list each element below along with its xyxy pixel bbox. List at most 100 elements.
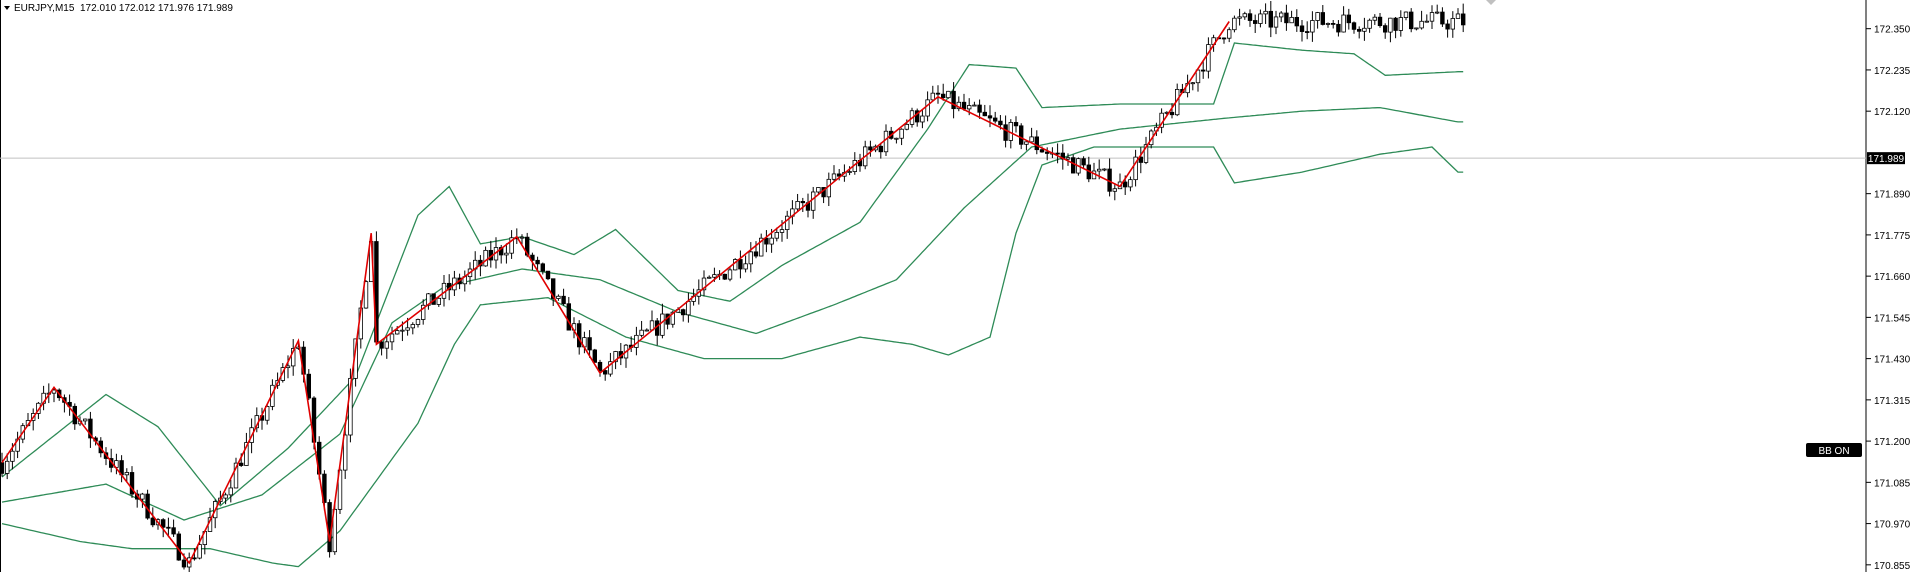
candle xyxy=(145,489,150,520)
candle xyxy=(1263,3,1268,25)
candle xyxy=(1242,11,1247,20)
current-price-label: 171.989 xyxy=(1868,154,1905,165)
candle xyxy=(1221,37,1227,44)
current-price-tag: 171.989 xyxy=(1867,152,1905,165)
price-tick-label: 171.660 xyxy=(1874,272,1911,283)
zigzag-indicator xyxy=(1,21,1230,565)
candle xyxy=(124,468,129,483)
price-tick-label: 171.430 xyxy=(1874,355,1911,366)
candle xyxy=(701,270,707,297)
candle xyxy=(1450,11,1455,38)
bb-middle-line xyxy=(1,106,1464,521)
candle xyxy=(1305,21,1310,40)
candle xyxy=(587,330,592,358)
candle xyxy=(1403,11,1409,21)
candle xyxy=(993,111,998,124)
candle xyxy=(384,336,389,359)
dropdown-arrow-icon[interactable] xyxy=(4,6,10,10)
candle xyxy=(1419,10,1424,30)
price-tick-label: 172.235 xyxy=(1874,66,1911,77)
candle xyxy=(1414,27,1419,31)
candle xyxy=(1294,9,1299,32)
candle xyxy=(915,108,920,127)
candle xyxy=(878,142,883,159)
candle xyxy=(847,166,852,176)
candle xyxy=(1029,127,1034,143)
candle xyxy=(1388,17,1393,43)
price-tick-label: 171.890 xyxy=(1874,190,1911,201)
candle xyxy=(946,90,951,99)
candle xyxy=(1138,147,1143,174)
candle xyxy=(389,326,395,351)
bb-upper-line xyxy=(1,42,1464,507)
candle xyxy=(1133,149,1138,187)
candle xyxy=(1019,123,1024,150)
candle xyxy=(150,507,155,528)
price-axis[interactable]: 172.350 172.235 172.120 171.890 171.775 171.6… xyxy=(1866,25,1911,572)
candle xyxy=(1190,81,1195,91)
candle xyxy=(1429,5,1435,29)
candle xyxy=(535,256,540,272)
candle xyxy=(51,386,57,403)
candle xyxy=(1409,8,1414,33)
candle xyxy=(941,83,946,101)
candle xyxy=(920,109,925,129)
candle xyxy=(1206,37,1211,79)
candle xyxy=(1102,168,1107,172)
candle xyxy=(83,418,88,425)
candle xyxy=(519,234,525,246)
candle xyxy=(1445,19,1450,38)
candle xyxy=(88,411,93,448)
candle xyxy=(816,187,821,195)
candle xyxy=(639,320,644,338)
candle xyxy=(160,518,166,538)
candle xyxy=(1351,21,1357,34)
candle xyxy=(707,275,712,279)
candle xyxy=(1320,5,1325,26)
candle xyxy=(1024,141,1029,151)
candle xyxy=(415,318,421,328)
candle xyxy=(1440,7,1445,27)
price-tick-label: 171.085 xyxy=(1874,478,1911,489)
candle xyxy=(1065,153,1071,166)
candle xyxy=(1325,22,1331,28)
candle xyxy=(0,452,5,477)
candle xyxy=(420,299,426,325)
candle xyxy=(264,403,270,425)
candle xyxy=(290,339,296,376)
candle xyxy=(972,101,977,107)
candle xyxy=(759,233,764,257)
bollinger-bands xyxy=(1,42,1464,568)
candle xyxy=(129,466,135,498)
candle xyxy=(1232,15,1237,33)
candle xyxy=(1357,26,1362,39)
candle xyxy=(504,243,509,264)
price-tick-label: 171.775 xyxy=(1874,231,1911,242)
candle xyxy=(1377,12,1383,28)
candle xyxy=(176,531,181,561)
price-tick-label: 171.315 xyxy=(1874,396,1911,407)
candle xyxy=(785,210,790,239)
candle xyxy=(1398,10,1403,37)
candle xyxy=(982,104,987,117)
candle xyxy=(831,165,837,182)
candle xyxy=(1310,11,1315,42)
candle xyxy=(171,519,176,537)
price-tick-label: 170.970 xyxy=(1874,520,1911,531)
candle xyxy=(1013,116,1019,133)
candle xyxy=(930,85,935,102)
candle xyxy=(1346,8,1351,30)
scroll-marker-icon[interactable] xyxy=(1486,0,1496,5)
candle xyxy=(1112,183,1117,201)
candle xyxy=(935,85,941,104)
bb-on-badge[interactable]: BB ON xyxy=(1806,443,1862,457)
candle xyxy=(987,105,993,128)
candle xyxy=(540,262,545,275)
candle xyxy=(1034,130,1039,155)
candle xyxy=(228,479,233,503)
candle xyxy=(1435,4,1440,15)
candle xyxy=(244,432,249,466)
candle xyxy=(868,140,873,157)
